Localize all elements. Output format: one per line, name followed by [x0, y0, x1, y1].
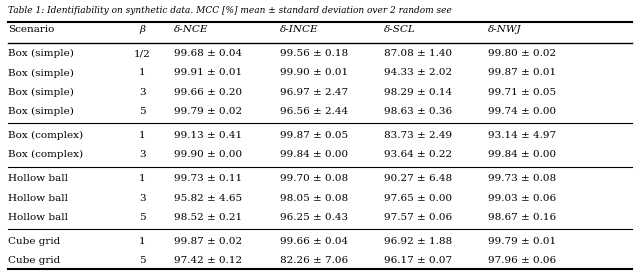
Text: 5: 5: [139, 213, 145, 222]
Text: 96.97 ± 2.47: 96.97 ± 2.47: [280, 88, 348, 97]
Text: δ-INCE: δ-INCE: [280, 25, 319, 34]
Text: 83.73 ± 2.49: 83.73 ± 2.49: [384, 131, 452, 140]
Text: 99.87 ± 0.01: 99.87 ± 0.01: [488, 68, 556, 78]
Text: 98.52 ± 0.21: 98.52 ± 0.21: [174, 213, 242, 222]
Text: 5: 5: [139, 107, 145, 116]
Text: 99.13 ± 0.41: 99.13 ± 0.41: [174, 131, 242, 140]
Text: 99.90 ± 0.00: 99.90 ± 0.00: [174, 150, 242, 159]
Text: 99.73 ± 0.08: 99.73 ± 0.08: [488, 174, 556, 183]
Text: 96.56 ± 2.44: 96.56 ± 2.44: [280, 107, 348, 116]
Text: 3: 3: [139, 150, 145, 159]
Text: 99.71 ± 0.05: 99.71 ± 0.05: [488, 88, 556, 97]
Text: 99.74 ± 0.00: 99.74 ± 0.00: [488, 107, 556, 116]
Text: Table 1: Identifiability on synthetic data. MCC [%] mean ± standard deviation ov: Table 1: Identifiability on synthetic da…: [8, 6, 452, 15]
Text: 99.79 ± 0.02: 99.79 ± 0.02: [174, 107, 242, 116]
Text: 99.84 ± 0.00: 99.84 ± 0.00: [280, 150, 348, 159]
Text: δ-NCE: δ-NCE: [174, 25, 209, 34]
Text: 94.33 ± 2.02: 94.33 ± 2.02: [384, 68, 452, 78]
Text: 99.03 ± 0.06: 99.03 ± 0.06: [488, 193, 556, 203]
Text: Hollow ball: Hollow ball: [8, 174, 68, 183]
Text: 96.92 ± 1.88: 96.92 ± 1.88: [384, 237, 452, 246]
Text: 97.42 ± 0.12: 97.42 ± 0.12: [174, 256, 242, 265]
Text: 99.66 ± 0.20: 99.66 ± 0.20: [174, 88, 242, 97]
Text: Scenario: Scenario: [8, 25, 54, 34]
Text: δ-NWJ: δ-NWJ: [488, 25, 522, 34]
Text: 99.90 ± 0.01: 99.90 ± 0.01: [280, 68, 348, 78]
Text: β: β: [139, 25, 145, 34]
Text: 99.56 ± 0.18: 99.56 ± 0.18: [280, 49, 348, 58]
Text: 3: 3: [139, 88, 145, 97]
Text: 99.84 ± 0.00: 99.84 ± 0.00: [488, 150, 556, 159]
Text: 98.29 ± 0.14: 98.29 ± 0.14: [384, 88, 452, 97]
Text: 99.70 ± 0.08: 99.70 ± 0.08: [280, 174, 348, 183]
Text: Box (complex): Box (complex): [8, 150, 83, 159]
Text: 99.79 ± 0.01: 99.79 ± 0.01: [488, 237, 556, 246]
Text: Box (simple): Box (simple): [8, 68, 74, 78]
Text: 96.17 ± 0.07: 96.17 ± 0.07: [384, 256, 452, 265]
Text: 99.73 ± 0.11: 99.73 ± 0.11: [174, 174, 242, 183]
Text: 1/2: 1/2: [134, 49, 150, 58]
Text: Box (complex): Box (complex): [8, 131, 83, 140]
Text: Box (simple): Box (simple): [8, 88, 74, 97]
Text: 97.96 ± 0.06: 97.96 ± 0.06: [488, 256, 556, 265]
Text: 3: 3: [139, 193, 145, 203]
Text: Cube grid: Cube grid: [8, 256, 60, 265]
Text: 98.63 ± 0.36: 98.63 ± 0.36: [384, 107, 452, 116]
Text: 1: 1: [139, 237, 145, 246]
Text: 93.14 ± 4.97: 93.14 ± 4.97: [488, 131, 556, 140]
Text: 98.05 ± 0.08: 98.05 ± 0.08: [280, 193, 348, 203]
Text: 1: 1: [139, 131, 145, 140]
Text: 99.87 ± 0.02: 99.87 ± 0.02: [174, 237, 242, 246]
Text: 98.67 ± 0.16: 98.67 ± 0.16: [488, 213, 556, 222]
Text: Box (simple): Box (simple): [8, 49, 74, 58]
Text: 99.66 ± 0.04: 99.66 ± 0.04: [280, 237, 348, 246]
Text: 82.26 ± 7.06: 82.26 ± 7.06: [280, 256, 348, 265]
Text: 93.64 ± 0.22: 93.64 ± 0.22: [384, 150, 452, 159]
Text: 1: 1: [139, 174, 145, 183]
Text: 99.80 ± 0.02: 99.80 ± 0.02: [488, 49, 556, 58]
Text: Box (simple): Box (simple): [8, 107, 74, 116]
Text: 97.57 ± 0.06: 97.57 ± 0.06: [384, 213, 452, 222]
Text: 99.68 ± 0.04: 99.68 ± 0.04: [174, 49, 242, 58]
Text: 97.65 ± 0.00: 97.65 ± 0.00: [384, 193, 452, 203]
Text: 99.87 ± 0.05: 99.87 ± 0.05: [280, 131, 348, 140]
Text: δ-SCL: δ-SCL: [384, 25, 416, 34]
Text: 96.25 ± 0.43: 96.25 ± 0.43: [280, 213, 348, 222]
Text: 99.91 ± 0.01: 99.91 ± 0.01: [174, 68, 242, 78]
Text: 5: 5: [139, 256, 145, 265]
Text: Hollow ball: Hollow ball: [8, 213, 68, 222]
Text: Cube grid: Cube grid: [8, 237, 60, 246]
Text: 95.82 ± 4.65: 95.82 ± 4.65: [174, 193, 242, 203]
Text: 90.27 ± 6.48: 90.27 ± 6.48: [384, 174, 452, 183]
Text: Hollow ball: Hollow ball: [8, 193, 68, 203]
Text: 87.08 ± 1.40: 87.08 ± 1.40: [384, 49, 452, 58]
Text: 1: 1: [139, 68, 145, 78]
